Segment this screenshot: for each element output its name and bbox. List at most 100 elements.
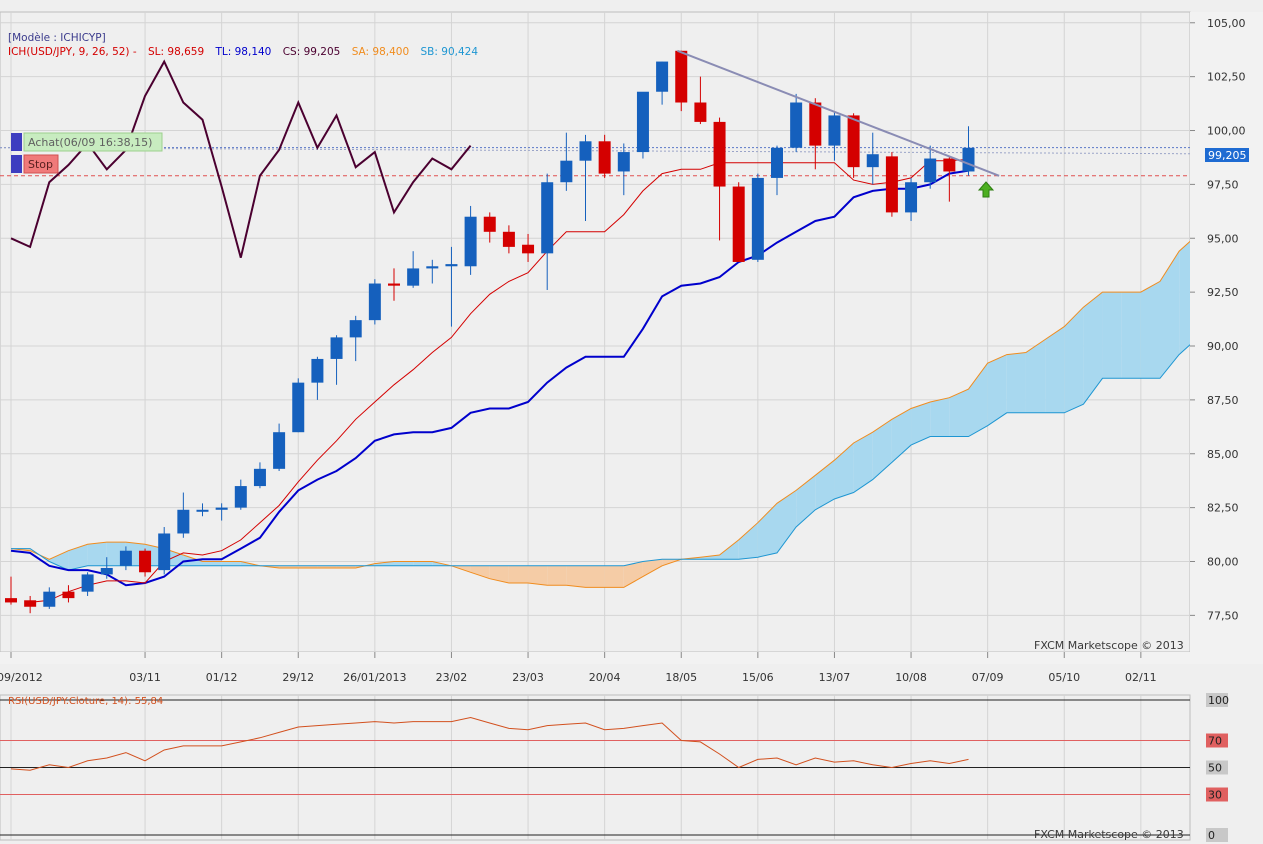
cloud-segment bbox=[1064, 307, 1084, 413]
bullish-candle bbox=[579, 141, 592, 161]
cloud-segment bbox=[1045, 326, 1065, 413]
stop-order-handle[interactable] bbox=[11, 155, 22, 173]
price-tick-label: 85,00 bbox=[1207, 448, 1239, 461]
bullish-candle bbox=[464, 216, 477, 267]
bearish-candle bbox=[675, 50, 688, 103]
main-watermark: FXCM Marketscope © 2013 bbox=[1034, 639, 1184, 652]
stop-order-badge[interactable] bbox=[23, 154, 59, 174]
buy-order-label: Achat(06/09 16:38,15) bbox=[28, 136, 152, 149]
date-tick-label: 15/06 bbox=[742, 671, 774, 684]
bullish-candle bbox=[330, 337, 343, 359]
bullish-candle bbox=[445, 264, 458, 267]
cloud-segment bbox=[604, 565, 624, 588]
date-axis-panel bbox=[0, 652, 1190, 664]
price-tick-label: 95,00 bbox=[1207, 232, 1239, 245]
cloud-segment bbox=[489, 565, 509, 584]
date-tick-label: 26/01/2013 bbox=[343, 671, 406, 684]
rsi-watermark: FXCM Marketscope © 2013 bbox=[1034, 828, 1184, 841]
bullish-candle bbox=[866, 154, 879, 168]
bullish-candle bbox=[636, 91, 649, 153]
cloud-segment bbox=[221, 561, 241, 566]
cloud-segment bbox=[279, 565, 299, 568]
bearish-candle bbox=[943, 158, 956, 172]
current-price-label: 99,205 bbox=[1208, 149, 1247, 162]
rsi-tick-badge bbox=[1206, 787, 1228, 802]
cloud-segment bbox=[623, 561, 643, 588]
bearish-candle bbox=[598, 141, 611, 174]
bullish-candle bbox=[100, 567, 113, 575]
bullish-candle bbox=[273, 432, 286, 469]
cloud-segment bbox=[374, 561, 394, 566]
cloud-segment bbox=[738, 522, 758, 560]
rsi-line bbox=[10, 716, 969, 771]
bullish-candle bbox=[560, 160, 573, 183]
bullish-candle bbox=[196, 509, 209, 512]
cloud-segment bbox=[1006, 352, 1026, 413]
cloud-segment bbox=[1140, 281, 1160, 379]
date-tick-label: 29/12 bbox=[282, 671, 314, 684]
order-levels bbox=[0, 147, 1190, 177]
trendline[interactable] bbox=[677, 49, 1000, 177]
kumo-cloud bbox=[10, 240, 1190, 588]
price-tick-label: 105,00 bbox=[1207, 17, 1246, 30]
bearish-candle bbox=[713, 121, 726, 187]
cloud-segment bbox=[642, 559, 663, 577]
bearish-candle bbox=[24, 600, 37, 607]
date-tick-label: 23/02 bbox=[436, 671, 468, 684]
bearish-candle bbox=[483, 216, 496, 232]
rsi-tick-badge bbox=[1206, 733, 1228, 748]
cloud-segment bbox=[1121, 292, 1141, 379]
buy-order[interactable]: Achat(06/09 16:38,15) bbox=[11, 132, 163, 152]
cloud-segment bbox=[508, 565, 529, 584]
main-panel bbox=[0, 11, 1191, 653]
rsi-tick-badge bbox=[1206, 760, 1228, 775]
resistance-trendline[interactable] bbox=[677, 49, 1000, 177]
price-tick-label: 90,00 bbox=[1207, 340, 1239, 353]
buy-arrow-icon bbox=[977, 181, 995, 198]
cloud-segment bbox=[202, 561, 222, 566]
cloud-segment bbox=[1160, 251, 1180, 379]
price-tick-label: 97,50 bbox=[1207, 178, 1239, 191]
cloud-segment bbox=[1083, 292, 1103, 405]
bullish-candle bbox=[541, 182, 554, 254]
bullish-candle bbox=[924, 158, 937, 183]
date-tick-label: 01/12 bbox=[206, 671, 238, 684]
bullish-candle bbox=[158, 533, 171, 571]
price-tick-label: 87,50 bbox=[1207, 394, 1239, 407]
cloud-segment bbox=[1102, 292, 1122, 379]
stop-order-label: Stop bbox=[28, 158, 53, 171]
legend-sa: SA: 98,400 bbox=[352, 46, 409, 58]
rsi-tick-label: 50 bbox=[1208, 762, 1222, 775]
cloud-segment bbox=[777, 490, 797, 553]
cloud-segment bbox=[949, 389, 969, 437]
price-tick-label: 100,00 bbox=[1207, 125, 1246, 138]
date-tick-label: 20/04 bbox=[589, 671, 621, 684]
cloud-segment bbox=[470, 565, 490, 579]
cloud-segment bbox=[585, 565, 605, 588]
grid bbox=[0, 12, 1190, 840]
buy-order-badge[interactable] bbox=[23, 132, 163, 152]
buy-order-handle[interactable] bbox=[11, 133, 22, 151]
legend-tl: TL: 98,140 bbox=[214, 46, 271, 58]
cloud-segment bbox=[853, 432, 873, 493]
bullish-candle bbox=[349, 320, 362, 338]
rsi-tick-label: 70 bbox=[1208, 735, 1222, 748]
date-tick-label: 10/08 bbox=[895, 671, 927, 684]
legend-cs: CS: 99,205 bbox=[283, 46, 341, 58]
bullish-candle bbox=[234, 486, 247, 508]
cloud-segment bbox=[1179, 241, 1190, 355]
bearish-candle bbox=[62, 591, 75, 599]
cloud-segment bbox=[566, 565, 586, 588]
bullish-candle bbox=[292, 382, 305, 433]
bearish-candle bbox=[809, 102, 822, 146]
rsi-tick-label: 30 bbox=[1208, 789, 1222, 802]
ichimoku-legend: ICH(USD/JPY, 9, 26, 52) - SL: 98,659 TL:… bbox=[8, 46, 478, 58]
axes: 77,50 80,00 82,50 85,00 87,50 90,00 92,50 95,00… bbox=[0, 17, 1246, 684]
bullish-candle bbox=[771, 147, 783, 178]
stop-order[interactable]: Stop bbox=[11, 154, 59, 174]
cloud-segment bbox=[49, 550, 69, 571]
bullish-candle bbox=[368, 283, 381, 321]
cloud-segment bbox=[413, 561, 433, 566]
price-tick-label: 80,00 bbox=[1207, 555, 1239, 568]
